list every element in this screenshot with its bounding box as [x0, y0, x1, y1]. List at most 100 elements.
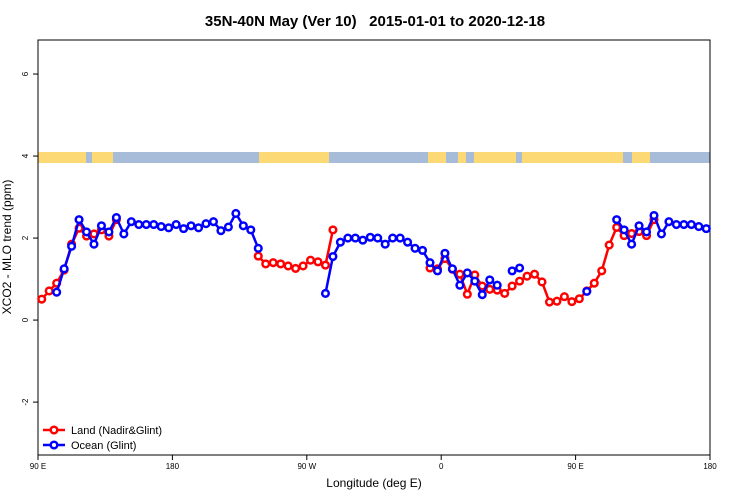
- data-point: [664, 217, 674, 227]
- data-point: [104, 227, 114, 237]
- data-point: [59, 264, 69, 274]
- data-point: [52, 287, 62, 297]
- data-point: [179, 224, 189, 234]
- data-point: [597, 266, 607, 276]
- data-point: [619, 225, 629, 235]
- data-point: [186, 221, 196, 231]
- land-band: [259, 152, 329, 163]
- data-point: [380, 239, 390, 249]
- data-point: [470, 276, 480, 286]
- data-point: [268, 258, 278, 268]
- data-point: [171, 219, 181, 230]
- legend-marker: [49, 425, 59, 435]
- data-point: [589, 278, 599, 288]
- data-point: [156, 222, 166, 232]
- data-point: [552, 296, 562, 306]
- data-point: [544, 297, 555, 307]
- data-point: [119, 229, 129, 239]
- data-point: [492, 280, 502, 290]
- x-tick-label: 90 E: [567, 462, 583, 471]
- data-point: [612, 222, 622, 232]
- data-point: [141, 219, 151, 230]
- x-tick-label: 180: [703, 462, 717, 471]
- data-point: [261, 259, 271, 269]
- data-point: [462, 268, 472, 278]
- data-point: [81, 227, 92, 237]
- x-tick-label: 0: [439, 462, 444, 471]
- data-point: [365, 232, 375, 242]
- data-point: [612, 215, 622, 225]
- land-band: [38, 152, 86, 163]
- x-tick-label: 180: [166, 462, 180, 471]
- data-point: [313, 257, 323, 267]
- data-point: [238, 221, 248, 231]
- data-point: [283, 261, 293, 271]
- data-point: [96, 221, 107, 231]
- data-point: [44, 286, 54, 296]
- chart-title: 35N-40N May (Ver 10) 2015-01-01 to 2020-…: [205, 13, 545, 30]
- data-point: [567, 297, 577, 307]
- data-point: [649, 210, 659, 221]
- legend-label: Land (Nadir&Glint): [71, 425, 162, 437]
- data-point: [37, 294, 47, 304]
- y-axis-label: XCO2 - MLO trend (ppm): [0, 180, 14, 315]
- y-tick-label: -2: [21, 398, 30, 406]
- data-point: [358, 235, 368, 245]
- data-point: [574, 294, 584, 304]
- data-point: [641, 227, 652, 237]
- series-line: [40, 219, 656, 304]
- data-point: [537, 277, 547, 287]
- land-band: [428, 152, 446, 163]
- data-point: [507, 266, 517, 276]
- data-point: [320, 288, 331, 298]
- data-point: [522, 271, 532, 281]
- data-point: [582, 286, 592, 296]
- data-point: [208, 217, 219, 227]
- data-point: [291, 263, 301, 273]
- data-point: [298, 261, 308, 271]
- land-band: [522, 152, 623, 163]
- data-point: [388, 233, 398, 243]
- land-band: [92, 152, 113, 163]
- data-point: [656, 229, 667, 239]
- data-point: [701, 224, 711, 234]
- x-tick-label: 90 W: [297, 462, 316, 471]
- data-point: [455, 269, 465, 279]
- data-point: [515, 276, 525, 286]
- data-point: [126, 217, 136, 227]
- y-tick-label: 6: [21, 71, 30, 76]
- y-tick-label: 4: [21, 153, 30, 158]
- data-point: [253, 251, 263, 261]
- data-point: [559, 292, 569, 302]
- data-point: [223, 222, 233, 232]
- data-point: [216, 226, 226, 236]
- data-point: [604, 240, 614, 250]
- data-point: [694, 222, 704, 232]
- data-point: [507, 281, 517, 291]
- data-point: [328, 225, 338, 235]
- x-tick-label: 90 E: [30, 462, 46, 471]
- data-point: [425, 258, 435, 268]
- data-point: [276, 259, 286, 269]
- data-point: [89, 239, 99, 249]
- data-point: [134, 219, 144, 230]
- data-point: [67, 241, 77, 251]
- data-point: [627, 239, 637, 249]
- data-point: [193, 223, 204, 233]
- data-point: [477, 290, 487, 300]
- legend-marker: [49, 440, 59, 450]
- data-point: [320, 260, 331, 270]
- data-point: [74, 215, 84, 225]
- ocean-band: [38, 152, 710, 163]
- data-point: [671, 219, 681, 230]
- data-point: [432, 266, 443, 276]
- data-point: [201, 219, 211, 229]
- data-point: [164, 223, 174, 233]
- land-band: [458, 152, 466, 163]
- data-point: [328, 251, 338, 262]
- y-tick-label: 2: [21, 235, 30, 240]
- data-point: [373, 233, 383, 243]
- x-axis-label: Longitude (deg E): [326, 476, 421, 490]
- data-point: [350, 233, 360, 243]
